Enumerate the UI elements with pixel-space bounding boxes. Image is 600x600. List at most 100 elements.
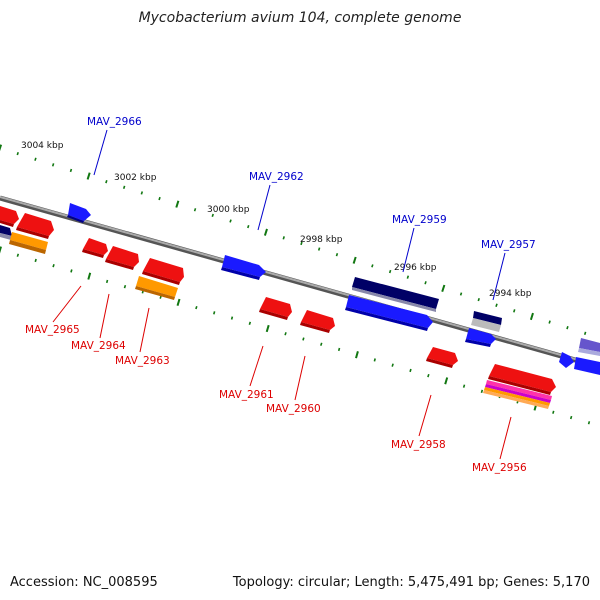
minor-tick [247,224,250,229]
minor-tick [583,331,587,335]
gene-arrow-mav-2956[interactable] [488,364,556,395]
gene-label-mav-2956[interactable]: MAV_2956 [472,462,527,474]
gene-label-mav-2966[interactable]: MAV_2966 [87,116,142,128]
gene-arrow-mav-2957[interactable] [465,328,496,347]
minor-tick [140,191,144,195]
minor-tick [230,316,234,320]
major-tick [444,377,449,385]
major-tick [263,228,268,236]
major-tick [265,324,270,333]
minor-tick [229,219,232,223]
gene-arrow-mav-2961[interactable] [259,297,292,320]
gene-arrow-mav-2965[interactable] [16,213,54,239]
gene-arrow-mav-2963[interactable] [142,258,184,285]
gene-arrow-edge-left-reverse[interactable] [0,206,19,227]
minor-tick [373,358,376,362]
ruler-label-2994: 2994 kbp [489,289,532,299]
minor-tick [406,275,410,279]
gene-label-mav-2963[interactable]: MAV_2963 [115,355,170,367]
gene-label-mav-2964[interactable]: MAV_2964 [71,340,126,352]
gene-label-mav-2961[interactable]: MAV_2961 [219,389,274,401]
ruler-label-3000: 3000 kbp [207,205,250,215]
minor-tick [122,185,126,189]
minor-tick [391,363,394,367]
minor-tick [335,253,339,257]
ruler-label-2998: 2998 kbp [300,235,343,245]
minor-tick [300,241,303,246]
gene-label-mav-2962[interactable]: MAV_2962 [249,171,304,183]
minor-tick [52,264,55,268]
minor-tick [388,269,392,274]
major-tick [355,351,359,359]
gene-block-mav-2963-orange[interactable] [135,276,178,300]
minor-tick [16,151,19,156]
gene-label-mav-2959[interactable]: MAV_2959 [392,214,447,226]
minor-tick [211,213,214,218]
genome-backbone-highlight [0,196,600,367]
major-tick [529,312,534,321]
minor-tick [424,281,427,285]
minor-tick [34,157,37,161]
ruler-label-3004: 3004 kbp [21,141,64,151]
gene-label-mav-2960[interactable]: MAV_2960 [266,403,321,415]
gene-arrow-edge-right[interactable] [559,338,600,375]
minor-tick [477,297,480,302]
minor-tick [284,332,287,336]
gene-arrow-mav-2964b[interactable] [105,246,139,270]
outer-tick-ruler [0,144,587,335]
minor-tick [282,236,285,240]
connector-mav-2959 [402,227,415,273]
gene-arrow-mav-2966[interactable] [67,203,91,223]
minor-tick [480,389,484,394]
minor-tick [427,373,430,378]
gene-block-mav-2959-dark[interactable] [352,277,439,312]
minor-tick [248,321,252,325]
minor-tick [337,347,341,352]
gene-stack-mav-2956[interactable] [483,380,552,409]
map-title: Mycobacterium avium 104, complete genome [138,10,462,26]
minor-tick [70,269,73,273]
major-tick [176,298,181,306]
minor-tick [320,342,323,346]
major-tick [0,246,2,254]
connector-mav-2963 [139,307,150,353]
major-tick [0,144,3,152]
minor-tick [552,410,555,414]
gene-arrow-mav-2960[interactable] [300,310,335,333]
gene-block-edge-left[interactable] [0,225,12,240]
connector-mav-2962 [257,184,271,231]
gene-block-mav-2965-orange[interactable] [9,232,48,254]
minor-tick [158,196,161,201]
gene-arrow-mav-2958[interactable] [426,347,458,368]
minor-tick [569,415,573,420]
connector-mav-2961 [249,345,264,387]
minor-tick [34,258,37,263]
gene-arrow-mav-2959[interactable] [345,295,433,331]
minor-tick [105,279,109,284]
connector-mav-2956 [499,416,512,460]
gene-label-mav-2957[interactable]: MAV_2957 [481,239,536,251]
gene-block-mav-2957-dark[interactable] [471,311,502,332]
minor-tick [193,208,197,212]
minor-tick [16,253,20,257]
minor-tick [409,368,412,373]
gene-arrow-mav-2964a[interactable] [82,238,108,258]
minor-tick [462,384,466,388]
major-tick [441,284,446,293]
minor-tick [69,168,73,173]
connector-mav-2958 [418,394,432,437]
minor-tick [459,292,463,296]
minor-tick [195,305,198,310]
minor-tick [105,180,108,184]
gene-label-mav-2965[interactable]: MAV_2965 [25,324,80,336]
gene-label-mav-2958[interactable]: MAV_2958 [391,439,446,451]
gene-arrow-mav-2962[interactable] [221,255,266,280]
minor-tick [317,247,321,251]
ruler-label-2996: 2996 kbp [394,263,437,273]
major-tick [175,200,180,208]
inner-tick-ruler [0,246,591,425]
connector-mav-2965 [52,285,82,323]
minor-tick [123,284,127,289]
